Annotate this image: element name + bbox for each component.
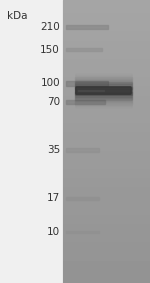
Bar [75, 79, 132, 81]
Bar [75, 96, 132, 98]
Bar [75, 98, 132, 100]
Bar [66, 231, 99, 233]
Bar [75, 81, 132, 83]
Bar [75, 103, 132, 105]
Bar [75, 97, 132, 100]
Bar [75, 76, 132, 78]
Text: 17: 17 [47, 193, 60, 203]
Bar [75, 77, 132, 79]
Bar [75, 102, 132, 104]
Bar [66, 25, 108, 29]
Bar [75, 82, 132, 84]
Bar [75, 87, 132, 89]
Bar [75, 92, 132, 94]
Bar [75, 93, 132, 95]
Bar [63, 0, 150, 283]
Bar [75, 101, 132, 103]
Bar [66, 48, 102, 51]
Bar [75, 90, 132, 92]
Text: 210: 210 [40, 22, 60, 32]
Bar [75, 86, 132, 88]
Text: 150: 150 [40, 44, 60, 55]
Bar [75, 106, 132, 108]
Bar [75, 78, 132, 80]
Bar [75, 99, 132, 101]
Bar [75, 84, 132, 86]
Bar [75, 97, 132, 99]
FancyBboxPatch shape [76, 87, 131, 94]
Bar [75, 85, 132, 87]
Bar [66, 100, 105, 104]
Bar [75, 104, 132, 106]
Bar [66, 148, 99, 152]
Bar [75, 100, 132, 102]
Bar [75, 74, 132, 76]
Text: 70: 70 [47, 97, 60, 107]
Bar [75, 88, 132, 90]
Bar [66, 81, 108, 85]
Bar [78, 90, 104, 91]
Bar [75, 102, 132, 104]
Bar [75, 83, 132, 85]
Bar [75, 75, 132, 77]
Bar [75, 87, 132, 89]
Bar [75, 93, 132, 95]
Bar [75, 80, 132, 82]
Bar [75, 82, 132, 84]
Bar [75, 73, 132, 75]
Text: 35: 35 [47, 145, 60, 155]
Bar [75, 94, 132, 96]
Bar [75, 78, 132, 80]
Bar [75, 89, 132, 91]
Text: 100: 100 [40, 78, 60, 89]
Text: 10: 10 [47, 227, 60, 237]
Text: kDa: kDa [8, 11, 28, 21]
Bar [75, 91, 132, 93]
Bar [75, 105, 132, 107]
Bar [75, 95, 132, 97]
Bar [66, 197, 99, 200]
